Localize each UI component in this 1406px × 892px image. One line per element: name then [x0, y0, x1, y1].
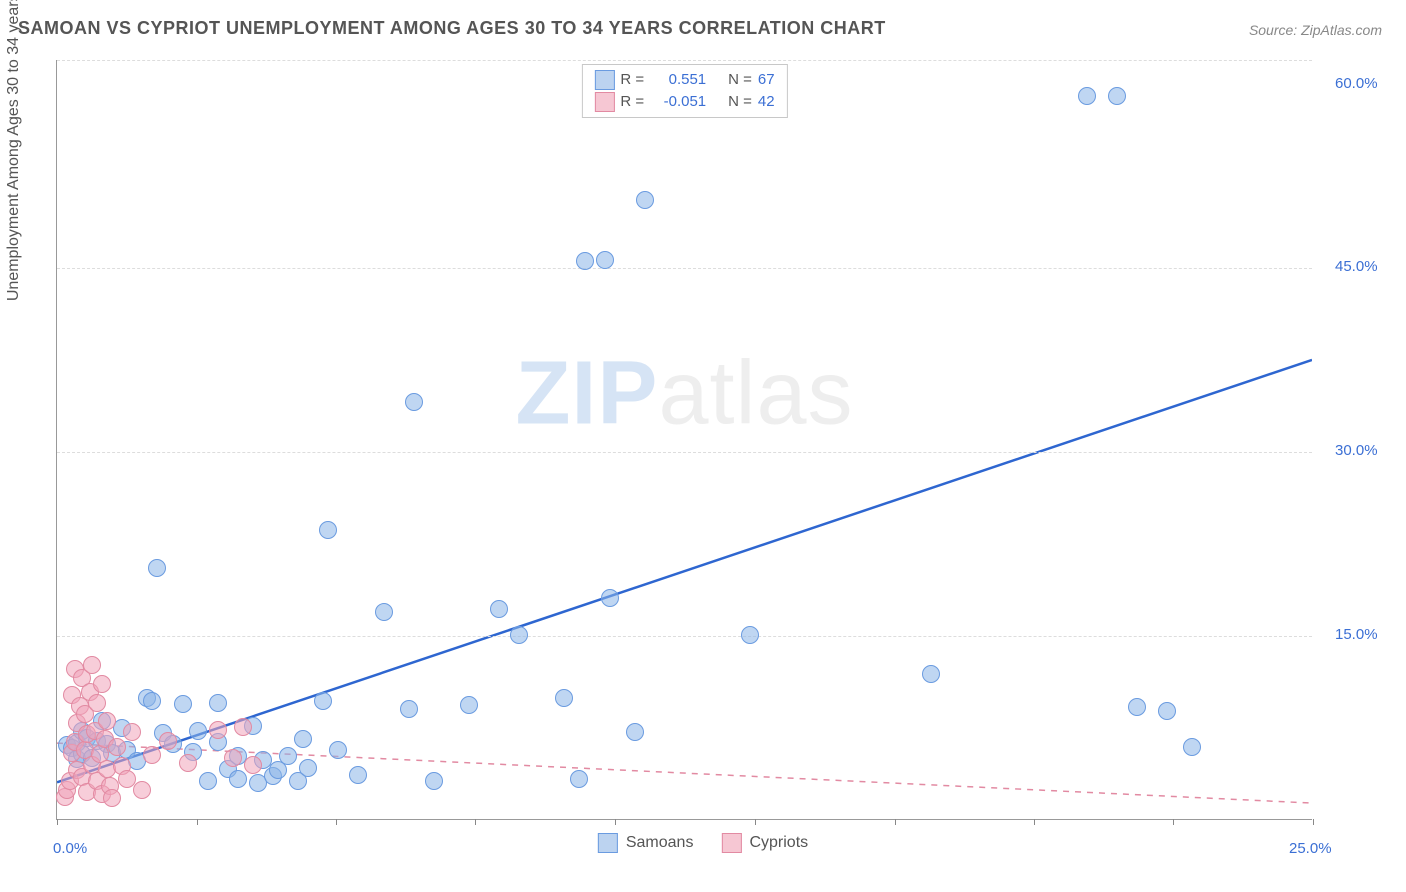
legend-n-label: N =: [728, 69, 752, 91]
gridline: [57, 268, 1312, 269]
scatter-point: [626, 723, 644, 741]
scatter-point: [555, 689, 573, 707]
scatter-point: [143, 746, 161, 764]
scatter-point: [199, 772, 217, 790]
scatter-point: [1078, 87, 1096, 105]
source-attribution: Source: ZipAtlas.com: [1249, 22, 1382, 38]
scatter-point: [601, 589, 619, 607]
scatter-point: [244, 756, 262, 774]
legend-n-label: N =: [728, 91, 752, 113]
scatter-point: [596, 251, 614, 269]
legend-swatch: [594, 70, 614, 90]
x-tick: [57, 819, 58, 825]
scatter-point: [1128, 698, 1146, 716]
scatter-point: [570, 770, 588, 788]
scatter-point: [314, 692, 332, 710]
scatter-point: [133, 781, 151, 799]
legend-label: Cypriots: [749, 834, 808, 852]
trend-lines: [57, 60, 1312, 819]
scatter-point: [229, 770, 247, 788]
watermark-atlas: atlas: [658, 343, 853, 443]
x-tick: [336, 819, 337, 825]
scatter-point: [319, 521, 337, 539]
scatter-point: [209, 721, 227, 739]
legend-r-label: R =: [620, 91, 644, 113]
legend-label: Samoans: [626, 834, 694, 852]
legend-n-value: 67: [758, 69, 775, 91]
scatter-point: [294, 730, 312, 748]
legend-item: Samoans: [598, 833, 694, 853]
scatter-point: [1183, 738, 1201, 756]
scatter-point: [159, 732, 177, 750]
scatter-point: [123, 723, 141, 741]
chart-container: SAMOAN VS CYPRIOT UNEMPLOYMENT AMONG AGE…: [0, 0, 1406, 892]
scatter-point: [741, 626, 759, 644]
x-tick: [1034, 819, 1035, 825]
x-tick: [755, 819, 756, 825]
scatter-point: [234, 718, 252, 736]
scatter-point: [98, 712, 116, 730]
scatter-point: [209, 694, 227, 712]
plot-area: ZIPatlas R =0.551N =67R =-0.051N =42 15.…: [56, 60, 1312, 820]
scatter-point: [490, 600, 508, 618]
scatter-point: [405, 393, 423, 411]
legend-row: R = -0.051 N = 42: [594, 91, 774, 113]
scatter-point: [224, 749, 242, 767]
scatter-point: [329, 741, 347, 759]
scatter-point: [189, 722, 207, 740]
x-tick: [197, 819, 198, 825]
scatter-point: [1108, 87, 1126, 105]
scatter-point: [103, 789, 121, 807]
scatter-point: [576, 252, 594, 270]
x-tick: [1173, 819, 1174, 825]
scatter-point: [1158, 702, 1176, 720]
watermark-zip: ZIP: [515, 343, 658, 443]
correlation-legend: R = 0.551 N = 67 R = -0.051 N = 42: [581, 64, 787, 118]
scatter-point: [83, 656, 101, 674]
scatter-point: [460, 696, 478, 714]
scatter-point: [349, 766, 367, 784]
x-tick: [615, 819, 616, 825]
legend-r-value: 0.551: [650, 69, 706, 91]
chart-title: SAMOAN VS CYPRIOT UNEMPLOYMENT AMONG AGE…: [18, 18, 886, 39]
scatter-point: [148, 559, 166, 577]
y-axis-label: Unemployment Among Ages 30 to 34 years: [5, 0, 23, 301]
x-tick: [475, 819, 476, 825]
series-legend: Samoans Cypriots: [598, 833, 808, 853]
gridline: [57, 60, 1312, 61]
scatter-point: [510, 626, 528, 644]
watermark: ZIPatlas: [515, 342, 853, 445]
legend-n-value: 42: [758, 91, 775, 113]
x-tick: [895, 819, 896, 825]
scatter-point: [400, 700, 418, 718]
gridline: [57, 452, 1312, 453]
y-tick-label: 15.0%: [1335, 626, 1378, 643]
x-tick-label: 25.0%: [1289, 840, 1372, 857]
scatter-point: [425, 772, 443, 790]
legend-swatch: [721, 833, 741, 853]
scatter-point: [108, 738, 126, 756]
scatter-point: [143, 692, 161, 710]
scatter-point: [636, 191, 654, 209]
y-tick-label: 30.0%: [1335, 442, 1378, 459]
y-tick-label: 45.0%: [1335, 258, 1378, 275]
legend-row: R = 0.551 N = 67: [594, 69, 774, 91]
scatter-point: [179, 754, 197, 772]
scatter-point: [375, 603, 393, 621]
legend-item: Cypriots: [721, 833, 808, 853]
scatter-point: [279, 747, 297, 765]
scatter-point: [299, 759, 317, 777]
legend-r-label: R =: [620, 69, 644, 91]
gridline: [57, 636, 1312, 637]
scatter-point: [88, 694, 106, 712]
legend-swatch: [598, 833, 618, 853]
scatter-point: [922, 665, 940, 683]
scatter-point: [93, 675, 111, 693]
scatter-point: [174, 695, 192, 713]
x-tick-label: 0.0%: [53, 840, 87, 857]
y-tick-label: 60.0%: [1335, 75, 1378, 92]
x-tick: [1313, 819, 1314, 825]
legend-r-value: -0.051: [650, 91, 706, 113]
legend-swatch: [594, 92, 614, 112]
